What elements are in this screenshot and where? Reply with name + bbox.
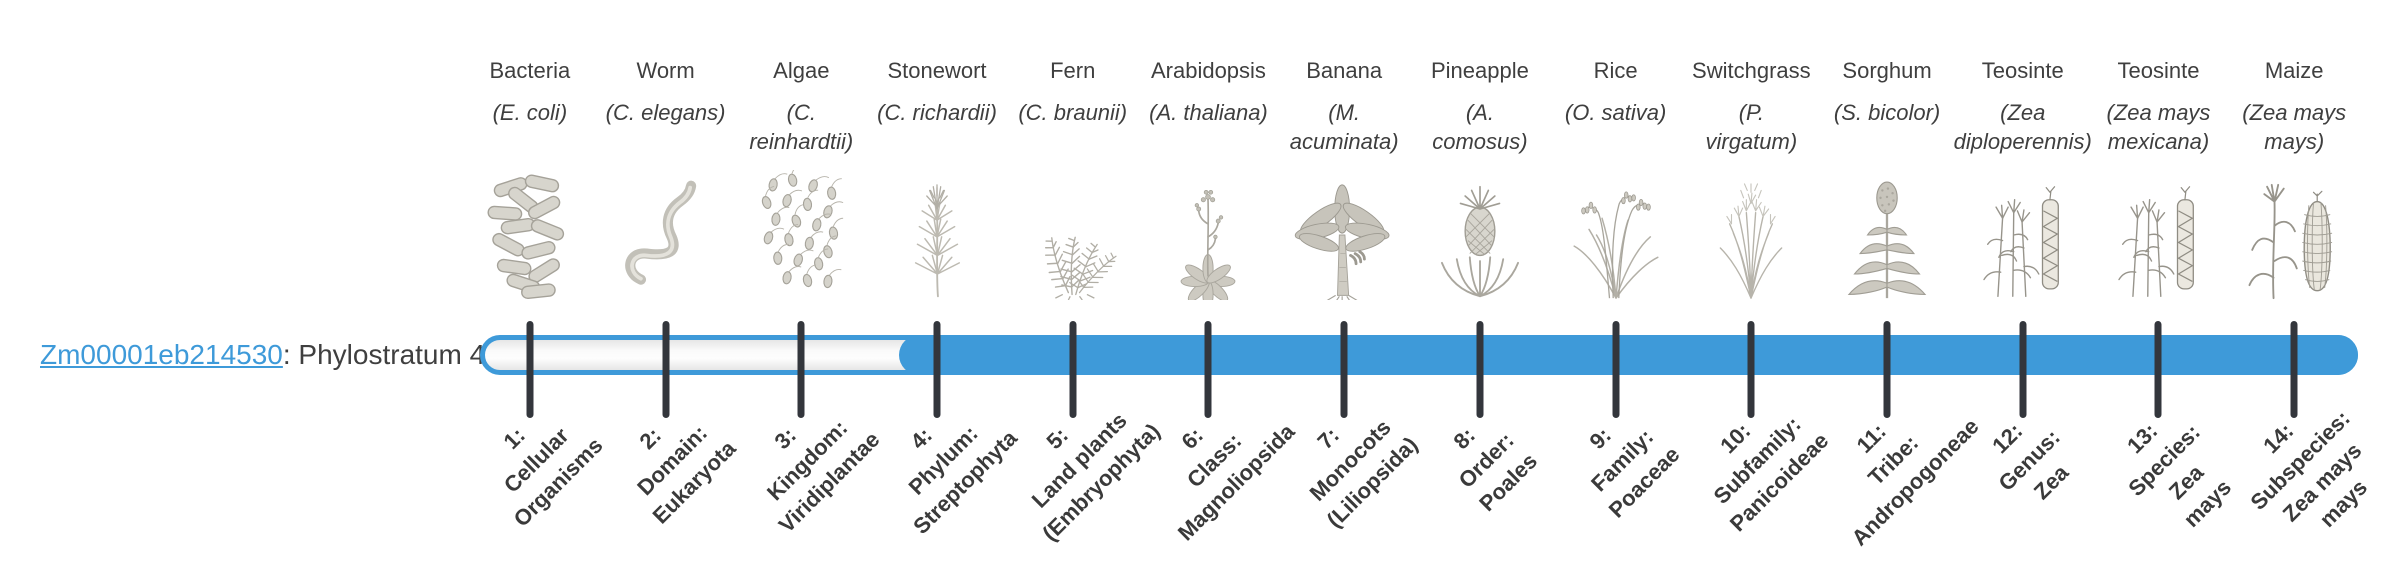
organism-name: Bacteria xyxy=(489,58,571,83)
phylostratum-bar-fill xyxy=(899,335,2358,375)
organism-species: (A. thaliana) xyxy=(1149,100,1268,125)
stratum-label: 9: Family: Poaceae xyxy=(1584,422,1684,523)
taxonomy-column: Stonewort (C. richardii) 4: Phylum: Stre… xyxy=(869,0,1022,580)
organism-species: (A. comosus) xyxy=(1432,100,1528,154)
pineapple-illustration xyxy=(1424,170,1536,300)
timeline-tick xyxy=(2019,321,2027,418)
timeline-tick xyxy=(2154,321,2162,418)
organism-species: (Zea mays mays) xyxy=(2242,100,2347,154)
organism-name: Teosinte xyxy=(2117,58,2200,83)
timeline-tick xyxy=(1204,321,1212,418)
organism-species: (Zea diploperennis) xyxy=(1953,100,2092,154)
organism-species: (O. sativa) xyxy=(1564,100,1667,125)
organism-species: (C. richardii) xyxy=(877,100,997,125)
timeline-tick xyxy=(1340,321,1348,418)
sorghum-illustration xyxy=(1831,170,1943,300)
taxonomy-column: Arabidopsis (A. thaliana) 6: Class: Magn… xyxy=(1141,0,1299,580)
taxonomy-column: Algae (C. reinhardtii) 3: Kingdom: Virid… xyxy=(733,0,884,580)
phylostratum-bar xyxy=(480,335,2358,375)
stonewort-illustration xyxy=(881,170,993,300)
timeline-tick xyxy=(797,321,805,418)
organism-species: (C. elegans) xyxy=(605,100,726,125)
taxonomy-column: Teosinte (Zea diploperennis) 12: Genus: … xyxy=(1953,0,2092,580)
organism-name: Maize xyxy=(2264,58,2324,83)
organism-name: Banana xyxy=(1306,58,1383,83)
organism-name: Teosinte xyxy=(1981,58,2064,83)
worm-illustration xyxy=(610,170,722,300)
organism-species: (E. coli) xyxy=(492,100,568,125)
timeline-tick xyxy=(1747,321,1755,418)
taxonomy-column: Fern (C. braunii) 5: Land plants (Embryo… xyxy=(1005,0,1164,580)
timeline-tick xyxy=(1612,321,1620,418)
algae-illustration xyxy=(745,170,857,300)
stratum-label: 7: Monocots (Liliopsida) xyxy=(1304,414,1423,533)
taxonomy-column: Teosinte (Zea mays mexicana) 13: Species… xyxy=(2091,0,2237,580)
switchgrass-illustration xyxy=(1695,170,1807,300)
taxonomy-column: Rice (O. sativa) 9: Family: Poaceae xyxy=(1548,0,1684,580)
stratum-label: 12: Genus: Zea xyxy=(1986,418,2073,505)
gene-label: Zm00001eb214530: Phylostratum 4 xyxy=(40,338,485,372)
timeline-tick xyxy=(526,321,534,418)
organism-name: Rice xyxy=(1593,58,1638,83)
stratum-label: 1: Cellular Organisms xyxy=(498,422,608,532)
taxonomy-column: Pineapple (A. comosus) 8: Order: Poales xyxy=(1412,0,1548,580)
fern-illustration xyxy=(1017,170,1129,300)
timeline-tick xyxy=(2290,321,2298,418)
taxonomy-column: Switchgrass (P. virgatum) 10: Subfamily:… xyxy=(1683,0,1833,580)
timeline-tick xyxy=(1476,321,1484,418)
stratum-label: 14: Subspecies: Zea mays mays xyxy=(2245,405,2373,533)
timeline-tick xyxy=(1069,321,1077,418)
maize-illustration xyxy=(2238,170,2350,300)
organism-species: (S. bicolor) xyxy=(1833,100,1941,125)
organism-name: Algae xyxy=(773,58,830,83)
organism-species: (Zea mays mexicana) xyxy=(2106,100,2211,154)
stratum-label: 8: Order: Poales xyxy=(1448,422,1542,516)
taxonomy-column: Bacteria (E. coli) 1: Cellular Organisms xyxy=(462,0,607,580)
timeline-tick xyxy=(662,321,670,418)
stratum-label: 4: Phylum: Streptophyta xyxy=(903,420,1022,539)
teosinte-illustration xyxy=(1967,170,2079,300)
organism-name: Worm xyxy=(636,58,695,83)
arabidopsis-illustration xyxy=(1152,170,1264,300)
timeline-tick xyxy=(1883,321,1891,418)
organism-name: Stonewort xyxy=(887,58,987,83)
organism-species: (C. braunii) xyxy=(1018,100,1128,125)
taxonomy-columns: Bacteria (E. coli) 1: Cellular Organisms… xyxy=(462,0,2373,580)
organism-species: (M. acuminata) xyxy=(1289,100,1399,154)
gene-phylostratum-text: : Phylostratum 4 xyxy=(282,339,486,370)
timeline-tick xyxy=(933,321,941,418)
organism-species: (P. virgatum) xyxy=(1705,100,1798,154)
organism-name: Arabidopsis xyxy=(1150,58,1266,83)
gene-id-link[interactable]: Zm00001eb214530 xyxy=(40,339,283,370)
taxonomy-column: Maize (Zea mays mays) 14: Subspecies: Ze… xyxy=(2226,0,2372,580)
organism-name: Switchgrass xyxy=(1692,58,1811,83)
stratum-label: 10: Subfamily: Panicoideae xyxy=(1708,411,1834,537)
bacteria-illustration xyxy=(474,170,586,300)
organism-species: (C. reinhardtii) xyxy=(749,100,854,154)
banana-illustration xyxy=(1288,170,1400,300)
organism-name: Pineapple xyxy=(1430,58,1529,83)
taxonomy-column: Sorghum (S. bicolor) 11: Tribe: Andropog… xyxy=(1819,0,1983,580)
rice-illustration xyxy=(1560,170,1672,300)
organism-name: Fern xyxy=(1050,58,1096,83)
stratum-label: 2: Domain: Eukaryota xyxy=(631,420,740,529)
taxonomy-column: Worm (C. elegans) 2: Domain: Eukaryota xyxy=(598,0,740,580)
teosinte-illustration xyxy=(2102,170,2214,300)
stratum-label: 3: Kingdom: Viridiplantae xyxy=(762,414,885,538)
organism-name: Sorghum xyxy=(1842,58,1932,83)
taxonomy-column: Banana (M. acuminata) 7: Monocots (Lilio… xyxy=(1276,0,1423,580)
